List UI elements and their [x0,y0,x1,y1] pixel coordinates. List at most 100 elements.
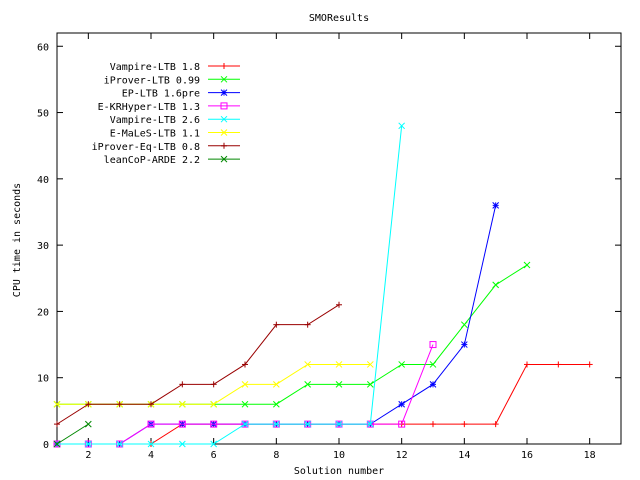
data-point [210,420,218,428]
data-point [241,420,249,428]
x-tick-label: 8 [273,450,279,461]
x-tick-label: 14 [458,450,470,461]
data-point [53,440,61,448]
data-point [398,122,406,130]
data-point [178,400,186,408]
data-point [555,361,562,368]
data-point [54,421,60,428]
data-point [272,400,280,408]
data-point [429,341,437,349]
series-8 [53,420,92,448]
data-point [147,440,155,448]
data-point [429,380,437,388]
series-5 [53,122,406,448]
data-point [304,321,311,328]
data-point [220,129,228,136]
data-point [366,361,374,368]
data-point [147,420,155,428]
x-tick-label: 6 [211,450,217,461]
data-point [398,361,406,368]
series-line [57,344,434,445]
data-point [366,380,374,388]
y-tick-label: 50 [37,109,49,120]
x-tick-label: 4 [148,450,154,461]
legend: Vampire-LTB 1.8 iProver-LTB 0.99 EP-LTB 1.… [92,62,240,166]
series-7 [54,301,342,428]
data-point [220,115,228,123]
data-point [178,440,186,448]
data-point [178,420,186,428]
x-tick-label: 2 [85,450,91,461]
data-point [116,440,124,448]
x-tick-label: 10 [333,450,345,461]
series-line [56,304,340,425]
y-tick-label: 60 [37,42,49,53]
data-point [304,361,312,368]
series-2 [53,261,531,408]
data-point [210,381,217,388]
data-point [523,261,531,269]
data-point [148,401,154,408]
data-point [272,380,280,388]
data-point [304,420,312,428]
data-point [221,142,227,149]
data-point [492,421,499,428]
series-line [57,264,528,405]
legend-label: EP-LTB 1.6pre [122,89,200,100]
data-point [304,380,312,388]
data-point [398,420,406,428]
data-point [210,440,218,448]
data-point [366,420,374,428]
data-point [335,420,343,428]
data-point [335,361,343,368]
data-point [84,440,92,448]
series-line [57,125,403,445]
y-axis-label: CPU time in seconds [12,183,23,297]
legend-entry: E-MaLeS-LTB 1.1 [110,129,240,140]
chart-title: SMOResults [309,13,369,24]
data-point [492,202,500,209]
y-tick-label: 30 [37,241,49,252]
series-4 [53,341,437,448]
data-point [335,380,343,388]
data-point [336,301,342,308]
data-point [220,89,228,96]
legend-entry: iProver-Eq-LTB 0.8 [92,142,240,153]
legend-label: E-KRHyper-LTB 1.3 [98,102,200,113]
legend-entry: iProver-LTB 0.99 [104,75,240,86]
data-point [220,155,228,163]
legend-label: Vampire-LTB 1.8 [110,62,200,73]
data-point [85,401,92,408]
y-tick-label: 20 [37,307,49,318]
series-layer [53,122,593,448]
y-tick-label: 0 [43,440,49,451]
legend-entry: leanCoP-ARDE 2.2 [104,155,240,166]
data-point [241,380,249,388]
legend-label: Vampire-LTB 2.6 [110,115,200,126]
data-point [242,361,248,368]
data-point [460,321,468,329]
legend-label: iProver-Eq-LTB 0.8 [92,142,200,153]
y-tick-label: 40 [37,175,49,186]
legend-entry: EP-LTB 1.6pre [122,89,240,100]
data-point [220,102,228,110]
legend-label: E-MaLeS-LTB 1.1 [110,129,200,140]
data-point [241,400,249,408]
data-point [53,400,61,408]
data-point [492,281,500,289]
legend-label: iProver-LTB 0.99 [104,75,200,86]
x-tick-label: 18 [584,450,596,461]
legend-entry: Vampire-LTB 2.6 [110,115,240,126]
data-point [220,75,228,83]
data-point [210,400,218,408]
data-point [460,341,468,348]
data-point [84,420,92,428]
y-tick-label: 10 [37,374,49,385]
x-tick-label: 16 [521,450,533,461]
legend-label: leanCoP-ARDE 2.2 [104,155,200,166]
data-point [429,361,437,368]
legend-entry: E-KRHyper-LTB 1.3 [98,102,240,113]
data-point [116,401,123,408]
x-tick-label: 12 [396,450,408,461]
